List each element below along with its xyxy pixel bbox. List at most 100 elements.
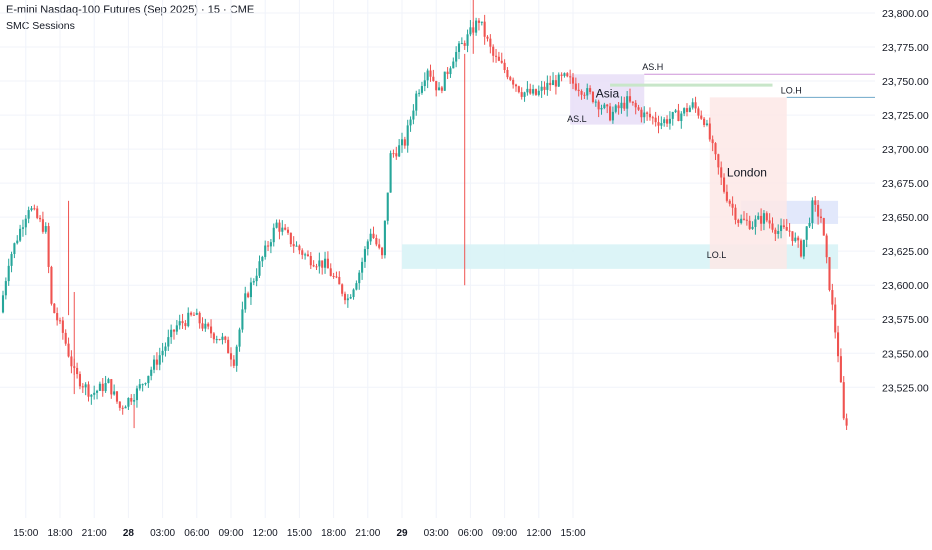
candle-body (603, 104, 606, 108)
candle-body (324, 258, 327, 268)
candle-body (466, 34, 469, 46)
candle-body (115, 391, 119, 402)
candle-body (247, 293, 250, 298)
candle-body (600, 107, 603, 110)
candle-body (671, 112, 674, 119)
candles (1, 0, 848, 431)
candle-body (452, 61, 455, 69)
x-tick-label: 03:00 (150, 528, 175, 539)
candle-body (797, 237, 800, 241)
candle-body (440, 87, 443, 91)
candle-body (56, 313, 59, 321)
candle-body (192, 314, 195, 316)
candle-body (389, 153, 392, 193)
candle-body (10, 254, 13, 266)
candle-body (318, 260, 321, 267)
candle-body (552, 80, 555, 86)
candle-body (660, 123, 663, 126)
candle-body (771, 223, 774, 230)
candle-body (438, 87, 441, 91)
candle-body (409, 119, 412, 126)
candle-body (717, 154, 720, 168)
candle-body (363, 249, 366, 262)
candle-body (822, 218, 825, 236)
candle-body (261, 256, 264, 262)
candle-body (121, 407, 124, 409)
candle-body (492, 46, 495, 56)
candle-body (432, 76, 435, 81)
candle-body (383, 220, 386, 256)
time-axis[interactable]: 15:00 18:00 21:00 28 03:00 06:00 09:00 12:00 15:… (13, 528, 586, 539)
indicator-label[interactable]: SMC Sessions (6, 20, 75, 32)
candle-body (343, 293, 347, 301)
candle-body (842, 382, 845, 419)
candle-body (418, 92, 421, 94)
candle-body (238, 329, 241, 347)
x-tick-label: 29 (396, 528, 408, 539)
asia-label: Asia (596, 86, 620, 100)
candle-body (845, 418, 848, 426)
candle-body (825, 235, 828, 258)
y-tick-label: 23,725.00 (882, 110, 929, 122)
candle-body (765, 213, 768, 221)
candle-body (64, 332, 67, 344)
candle-body (90, 394, 93, 397)
candle-body (475, 20, 478, 33)
candle-body (483, 21, 486, 37)
candle-body (338, 276, 341, 285)
candle-body (429, 70, 432, 77)
y-tick-label: 23,775.00 (882, 42, 929, 54)
candle-body (571, 77, 575, 84)
candle-body (791, 231, 794, 242)
candle-body (378, 244, 381, 248)
candle-body (398, 145, 401, 157)
price-axis[interactable]: 23,800.00 23,775.00 23,750.00 23,725.00 23,7… (882, 8, 929, 394)
candle-body (680, 113, 683, 122)
candle-body (634, 102, 637, 108)
candle-body (224, 336, 227, 340)
candle-body (549, 82, 552, 86)
candle-body (537, 90, 540, 95)
candle-body (30, 208, 33, 211)
candle-body (583, 94, 586, 96)
candle-body (768, 220, 771, 224)
candle-body (785, 227, 788, 231)
candle-body (446, 71, 449, 75)
candle-body (780, 225, 783, 232)
candle-body (278, 222, 281, 232)
candle-body (58, 320, 62, 322)
candle-body (443, 71, 446, 91)
x-tick-label: 06:00 (458, 528, 483, 539)
candle-body (654, 117, 657, 123)
candle-body (144, 383, 147, 385)
candle-body (500, 60, 503, 63)
candle-body (50, 266, 53, 304)
candle-body (514, 84, 518, 87)
candle-body (161, 350, 164, 356)
x-tick-label: 18:00 (321, 528, 346, 539)
candle-body (241, 309, 244, 330)
candle-body (808, 223, 811, 227)
candle-body (828, 257, 831, 291)
x-tick-label: 18:00 (47, 528, 72, 539)
candle-body (47, 226, 50, 267)
candle-body (127, 398, 130, 407)
london-session-box (709, 97, 787, 269)
candle-body (227, 339, 230, 354)
candle-body (455, 51, 458, 62)
candle-body (332, 275, 335, 277)
candle-body (799, 240, 803, 257)
candle-body (27, 210, 30, 219)
candle-body (170, 329, 173, 338)
x-tick-label: 06:00 (184, 528, 209, 539)
candle-body (369, 233, 372, 242)
candle-body (101, 383, 104, 392)
candle-body (284, 227, 287, 230)
candle-body (705, 123, 708, 125)
candle-body (788, 230, 791, 232)
candle-body (281, 227, 284, 232)
x-tick-label: 15:00 (287, 528, 312, 539)
session-labels: Asia London AS.H AS.L LO.H LO.L (567, 62, 802, 260)
candle-body (663, 119, 666, 124)
